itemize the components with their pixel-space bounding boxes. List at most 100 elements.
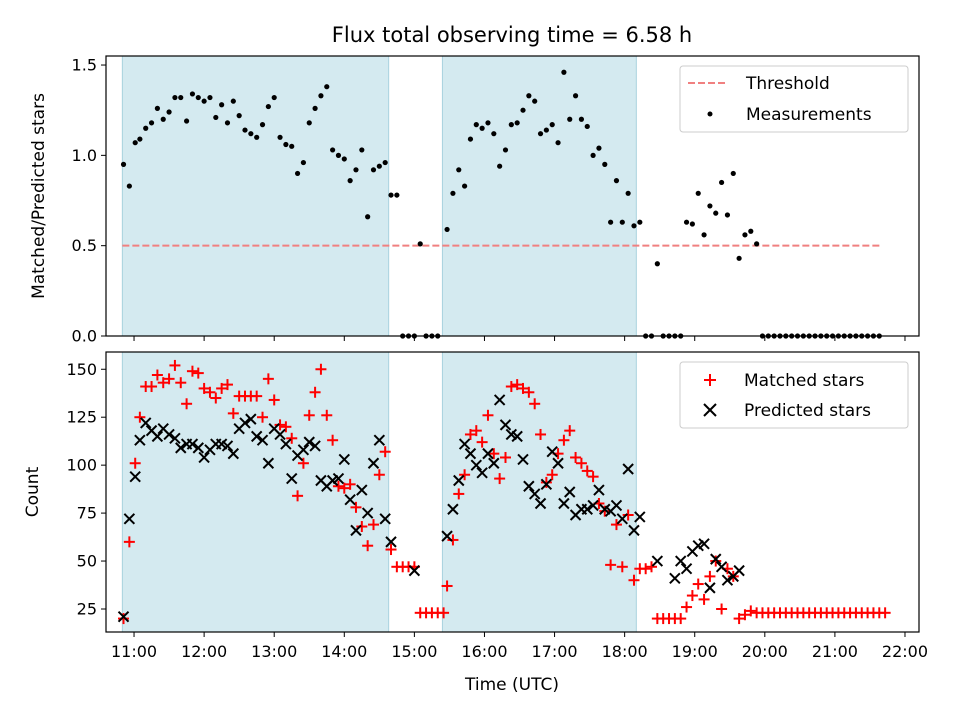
marker-stroke: [470, 459, 482, 471]
marker-stroke: [721, 574, 734, 586]
matched-star-point: [303, 409, 315, 421]
measurement-point: [417, 241, 423, 247]
predicted-star-point: [350, 524, 362, 537]
matched-star-point: [453, 488, 465, 500]
measurement-point: [736, 255, 742, 261]
predicted-star-point: [385, 536, 397, 548]
matched-star-point: [204, 386, 216, 398]
measurement-point: [376, 163, 382, 169]
x-tick-label: 16:00: [461, 642, 507, 661]
predicted-star-point: [192, 442, 204, 454]
legend-measurements-label: Measurements: [746, 105, 872, 125]
matched-star-point: [488, 448, 500, 460]
marker-stroke: [215, 438, 228, 450]
marker-stroke: [286, 472, 298, 485]
x-tick-label: 17:00: [531, 642, 577, 661]
predicted-star-point: [540, 478, 553, 491]
marker-stroke: [361, 507, 374, 519]
measurement-point: [236, 113, 242, 119]
measurement-point: [160, 116, 166, 122]
measurement-point: [330, 147, 336, 153]
predicted-star-point: [227, 447, 240, 460]
y-tick-label: 125: [66, 408, 97, 427]
matched-star-point: [710, 555, 722, 567]
measurement-point: [549, 122, 555, 128]
predicted-star-point: [680, 563, 693, 575]
measurement-point: [213, 114, 219, 121]
predicted-star-point: [447, 503, 459, 515]
predicted-star-point: [163, 428, 175, 441]
matched-star-point: [146, 381, 158, 393]
measurement-point: [578, 116, 585, 122]
matched-star-point: [181, 398, 193, 410]
measurement-point: [195, 94, 201, 101]
marker-stroke: [134, 434, 146, 446]
top-y-axis-label: Matched/Predicted stars: [29, 93, 49, 299]
predicted-star-point: [528, 488, 541, 500]
measurement-point: [178, 94, 184, 101]
measurement-point: [724, 212, 731, 218]
marker-stroke: [698, 538, 710, 550]
predicted-star-point: [704, 582, 716, 594]
measurement-point: [154, 105, 160, 111]
matched-star-point: [529, 398, 541, 410]
predicted-star-point: [297, 444, 310, 456]
matched-star-point: [733, 613, 745, 625]
matched-star-point: [499, 451, 511, 463]
marker-stroke: [651, 555, 664, 567]
matched-star-point: [315, 363, 327, 375]
measurement-point: [341, 156, 347, 162]
marker-stroke: [482, 447, 494, 460]
measurement-point: [265, 103, 271, 110]
measurement-point: [183, 118, 190, 124]
marker-stroke: [674, 555, 687, 567]
matched-star-point: [622, 509, 634, 521]
marker-stroke: [117, 610, 130, 623]
marker-stroke: [309, 440, 321, 452]
predicted-star-point: [733, 564, 745, 577]
measurement-point: [742, 232, 748, 238]
matched-star-point: [286, 432, 298, 444]
matched-star-point: [494, 473, 506, 485]
predicted-star-point: [674, 555, 687, 567]
matched-star-point: [251, 390, 263, 402]
measurement-point: [300, 159, 307, 166]
matched-star-point: [151, 369, 163, 381]
predicted-star-point: [239, 417, 251, 429]
matched-star-point: [616, 561, 628, 573]
marker-stroke: [198, 451, 210, 464]
marker-stroke: [157, 423, 169, 435]
legend-predicted-swatch: [703, 403, 717, 417]
predicted-star-point: [488, 457, 500, 469]
predicted-star-point: [338, 453, 351, 466]
marker-stroke: [505, 428, 518, 441]
measurement-point: [444, 226, 450, 233]
matched-star-point: [564, 425, 576, 437]
marker-stroke: [350, 524, 362, 537]
matched-star-point: [570, 451, 582, 463]
matched-star-point: [309, 386, 321, 398]
marker-stroke: [458, 438, 471, 450]
marker-stroke: [528, 488, 541, 500]
predicted-star-point: [552, 457, 564, 469]
x-tick-label: 13:00: [251, 642, 297, 661]
predicted-star-point: [169, 432, 181, 445]
measurement-point: [283, 141, 289, 148]
marker-stroke: [356, 484, 368, 496]
measurement-point: [561, 69, 567, 75]
measurement-point: [613, 178, 620, 184]
predicted-star-point: [186, 438, 199, 450]
matched-star-point: [262, 373, 274, 385]
measurement-point: [335, 152, 342, 158]
measurement-point: [619, 219, 625, 225]
predicted-star-point: [511, 430, 523, 443]
predicted-star-point: [453, 474, 465, 487]
matched-star-point: [221, 379, 233, 391]
marker-stroke: [453, 474, 465, 487]
measurement-point: [248, 131, 254, 137]
marker-stroke: [523, 480, 535, 492]
matched-star-point: [327, 434, 339, 446]
measurement-point: [713, 210, 719, 216]
x-tick-label: 20:00: [742, 642, 788, 661]
predicted-star-point: [367, 457, 380, 469]
